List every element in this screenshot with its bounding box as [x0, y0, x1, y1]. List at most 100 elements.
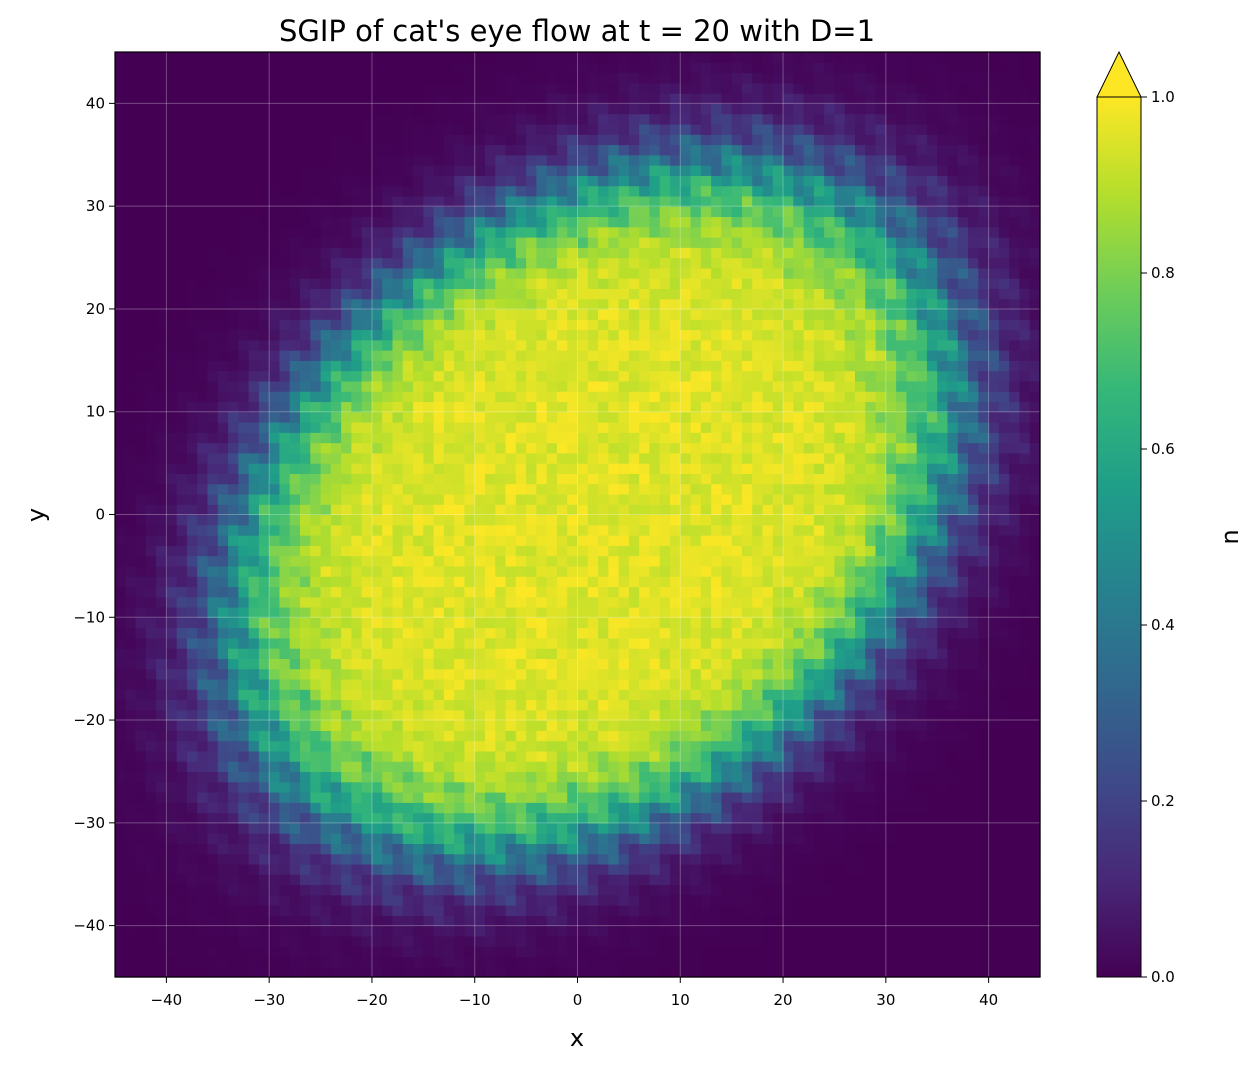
- heatmap-cell: [228, 689, 239, 701]
- heatmap-cell: [330, 463, 342, 474]
- heatmap-cell: [423, 175, 435, 187]
- heatmap-cell: [413, 216, 424, 228]
- heatmap-cell: [125, 771, 137, 783]
- heatmap-cell: [156, 730, 167, 742]
- heatmap-cell: [423, 473, 435, 485]
- heatmap-cell: [156, 82, 167, 94]
- heatmap-cell: [556, 617, 568, 629]
- heatmap-cell: [598, 226, 609, 238]
- heatmap-cell: [413, 699, 424, 711]
- heatmap-cell: [269, 216, 281, 228]
- heatmap-cell: [649, 452, 661, 464]
- heatmap-cell: [402, 483, 414, 495]
- heatmap-cell: [598, 586, 609, 598]
- heatmap-cell: [310, 761, 322, 773]
- heatmap-cell: [145, 607, 157, 618]
- heatmap-cell: [279, 226, 291, 238]
- heatmap-cell: [567, 781, 579, 793]
- heatmap-cell: [628, 144, 640, 156]
- heatmap-cell: [598, 267, 609, 279]
- heatmap-cell: [680, 699, 692, 711]
- heatmap-cell: [289, 206, 301, 218]
- heatmap-cell: [639, 935, 651, 947]
- heatmap-cell: [505, 946, 517, 958]
- heatmap-cell: [443, 401, 455, 413]
- heatmap-cell: [423, 514, 435, 526]
- heatmap-cell: [598, 720, 609, 731]
- heatmap-cell: [156, 812, 167, 824]
- heatmap-cell: [320, 966, 332, 978]
- heatmap-cell: [433, 761, 445, 773]
- heatmap-cell: [402, 668, 414, 680]
- heatmap-cell: [176, 843, 188, 855]
- heatmap-cell: [413, 267, 424, 279]
- heatmap-cell: [608, 730, 620, 742]
- heatmap-cell: [567, 62, 579, 74]
- heatmap-cell: [618, 339, 630, 351]
- heatmap-cell: [556, 586, 568, 598]
- heatmap-cell: [485, 401, 496, 413]
- heatmap-cell: [320, 134, 332, 146]
- heatmap-cell: [176, 319, 188, 331]
- heatmap-cell: [310, 308, 322, 320]
- heatmap-cell: [526, 360, 537, 372]
- heatmap-cell: [402, 843, 414, 855]
- heatmap-cell: [464, 452, 476, 464]
- heatmap-cell: [176, 123, 188, 135]
- heatmap-cell: [392, 442, 404, 454]
- heatmap-cell: [361, 740, 373, 752]
- heatmap-cell: [217, 535, 229, 546]
- heatmap-cell: [186, 226, 198, 238]
- heatmap-cell: [423, 699, 435, 711]
- heatmap-cell: [670, 524, 681, 536]
- heatmap-cell: [351, 216, 363, 228]
- heatmap-cell: [269, 740, 281, 752]
- heatmap-cell: [556, 545, 568, 557]
- heatmap-cell: [238, 165, 250, 176]
- heatmap-cell: [505, 607, 517, 618]
- heatmap-cell: [310, 771, 322, 783]
- heatmap-cell: [392, 103, 404, 115]
- heatmap-cell: [464, 113, 476, 125]
- heatmap-cell: [598, 658, 609, 670]
- heatmap-cell: [341, 206, 352, 218]
- heatmap-cell: [536, 442, 548, 454]
- heatmap-cell: [546, 411, 558, 423]
- heatmap-cell: [361, 730, 373, 742]
- heatmap-cell: [269, 288, 281, 300]
- heatmap-cell: [556, 123, 568, 135]
- heatmap-cell: [639, 966, 651, 978]
- heatmap-cell: [628, 350, 640, 361]
- heatmap-cell: [546, 360, 558, 372]
- heatmap-cell: [649, 195, 661, 207]
- heatmap-cell: [269, 915, 281, 927]
- heatmap-cell: [341, 247, 352, 259]
- heatmap-cell: [238, 123, 250, 135]
- heatmap-cell: [495, 833, 507, 844]
- heatmap-cell: [670, 689, 681, 701]
- heatmap-cell: [186, 165, 198, 176]
- heatmap-cell: [197, 946, 209, 958]
- heatmap-cell: [608, 689, 620, 701]
- heatmap-cell: [279, 432, 291, 444]
- heatmap-cell: [166, 648, 178, 659]
- heatmap-cell: [618, 863, 630, 875]
- heatmap-cell: [217, 648, 229, 659]
- heatmap-cell: [207, 144, 219, 156]
- heatmap-cell: [443, 750, 455, 762]
- heatmap-cell: [228, 822, 239, 834]
- heatmap-cell: [515, 113, 527, 125]
- heatmap-cell: [310, 884, 322, 896]
- heatmap-cell: [310, 257, 322, 269]
- heatmap-cell: [649, 863, 661, 875]
- heatmap-cell: [536, 350, 548, 361]
- heatmap-cell: [382, 637, 394, 649]
- heatmap-cell: [392, 329, 404, 341]
- heatmap-cell: [238, 267, 250, 279]
- heatmap-cell: [238, 627, 250, 639]
- heatmap-cell: [207, 627, 219, 639]
- heatmap-cell: [464, 267, 476, 279]
- heatmap-cell: [351, 123, 363, 135]
- heatmap-cell: [176, 802, 188, 814]
- heatmap-cell: [351, 966, 363, 978]
